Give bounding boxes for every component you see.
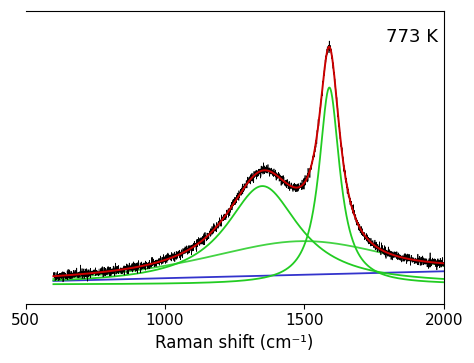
- X-axis label: Raman shift (cm⁻¹): Raman shift (cm⁻¹): [155, 334, 314, 352]
- Text: 773 K: 773 K: [386, 28, 438, 46]
